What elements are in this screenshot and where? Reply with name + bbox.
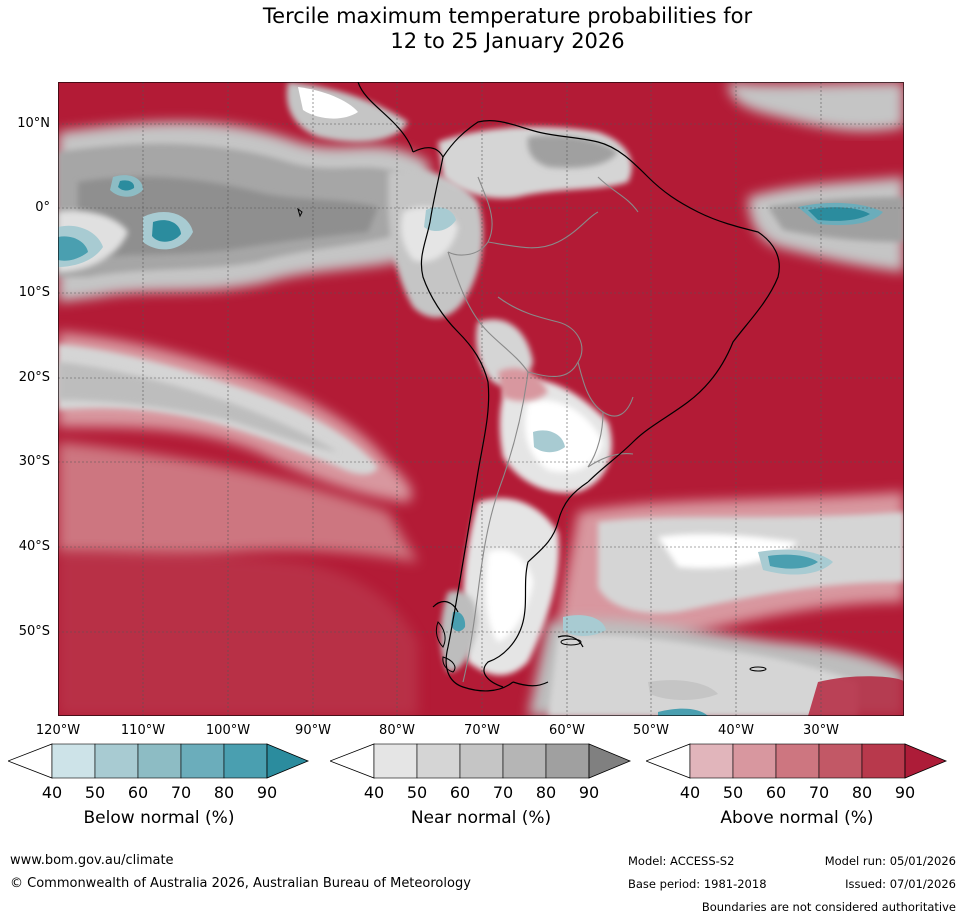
near-bar-seg-5 <box>545 743 590 779</box>
below-tick-40: 40 <box>41 783 63 802</box>
lon-label-50w: 50°W <box>633 723 669 738</box>
below-bar-min-arrow <box>8 743 53 779</box>
below-normal-title: Below normal (%) <box>83 808 235 828</box>
above-bar-seg-3 <box>775 743 820 779</box>
map-canvas <box>58 82 904 716</box>
near-tick-60: 60 <box>449 783 471 802</box>
below-tick-80: 80 <box>213 783 235 802</box>
below-tick-70: 70 <box>170 783 192 802</box>
lat-label-30s: 30°S <box>18 454 50 469</box>
pacific-near-normal-band <box>58 122 438 302</box>
above-tick-40: 40 <box>679 783 701 802</box>
near-tick-70: 70 <box>492 783 514 802</box>
south-atlantic-mixed <box>528 492 904 716</box>
country-borders <box>447 176 639 683</box>
below-bar-seg-5 <box>223 743 268 779</box>
near-tick-80: 80 <box>535 783 557 802</box>
above-bar-max-arrow <box>904 743 948 779</box>
below-bar-seg-3 <box>137 743 182 779</box>
above-tick-50: 50 <box>722 783 744 802</box>
graticule <box>58 82 904 716</box>
lat-label-10n: 10°N <box>17 116 50 131</box>
lon-label-90w: 90°W <box>295 723 331 738</box>
above-tick-70: 70 <box>808 783 830 802</box>
atlantic-near-normal-band <box>728 82 904 272</box>
copyright-text: © Commonwealth of Australia 2026, Austra… <box>10 876 471 891</box>
lat-label-40s: 40°S <box>18 539 50 554</box>
lon-label-120w: 120°W <box>35 723 81 738</box>
below-bar-seg-2 <box>94 743 139 779</box>
northern-south-america <box>286 82 632 199</box>
near-tick-50: 50 <box>406 783 428 802</box>
subtropical-near-normal-band <box>58 332 412 502</box>
title-line-2: 12 to 25 January 2026 <box>390 29 625 53</box>
above-tick-60: 60 <box>765 783 787 802</box>
near-tick-40: 40 <box>363 783 385 802</box>
lon-label-100w: 100°W <box>205 723 251 738</box>
base-period-text: Base period: 1981-2018 <box>628 877 767 891</box>
below-tick-90: 90 <box>256 783 278 802</box>
below-bar-seg-4 <box>180 743 225 779</box>
lat-label-50s: 50°S <box>18 624 50 639</box>
colorbar-above-normal <box>646 743 948 779</box>
south-america-interior <box>388 168 612 676</box>
lat-label-20s: 20°S <box>18 370 50 385</box>
above-tick-80: 80 <box>851 783 873 802</box>
lat-label-10s: 10°S <box>18 285 50 300</box>
model-run-text: Model run: 05/01/2026 <box>824 854 956 868</box>
colorbar-near-normal <box>330 743 632 779</box>
below-bar-max-arrow <box>266 743 310 779</box>
near-bar-max-arrow <box>588 743 632 779</box>
title-line-1: Tercile maximum temperature probabilitie… <box>262 4 753 28</box>
coastline <box>357 82 780 692</box>
near-bar-seg-1 <box>373 743 418 779</box>
near-bar-seg-4 <box>502 743 547 779</box>
colorbar-below-normal <box>8 743 310 779</box>
lon-label-110w: 110°W <box>120 723 166 738</box>
near-bar-seg-2 <box>416 743 461 779</box>
above-bar-seg-1 <box>689 743 734 779</box>
near-bar-min-arrow <box>330 743 375 779</box>
above-normal-title: Above normal (%) <box>720 808 874 828</box>
issued-text: Issued: 07/01/2026 <box>845 877 956 891</box>
southern-pacific-gradient <box>58 442 418 716</box>
near-bar-seg-3 <box>459 743 504 779</box>
near-tick-90: 90 <box>578 783 600 802</box>
map-title: Tercile maximum temperature probabilitie… <box>0 4 965 54</box>
above-tick-90: 90 <box>894 783 916 802</box>
website-link[interactable]: www.bom.gov.au/climate <box>10 853 174 868</box>
lon-label-80w: 80°W <box>379 723 415 738</box>
lon-label-70w: 70°W <box>464 723 500 738</box>
probability-map <box>58 82 904 716</box>
lon-label-30w: 30°W <box>803 723 839 738</box>
disclaimer-text: Boundaries are not considered authoritat… <box>701 900 956 914</box>
above-bar-seg-2 <box>732 743 777 779</box>
below-tick-50: 50 <box>84 783 106 802</box>
map-frame <box>58 82 904 716</box>
above-bar-seg-5 <box>861 743 906 779</box>
above-bar-seg-4 <box>818 743 863 779</box>
below-tick-60: 60 <box>127 783 149 802</box>
below-bar-seg-1 <box>51 743 96 779</box>
lat-label-0: 0° <box>35 200 50 215</box>
above-bar-min-arrow <box>646 743 691 779</box>
lon-label-40w: 40°W <box>718 723 754 738</box>
model-text: Model: ACCESS-S2 <box>628 854 735 868</box>
near-normal-title: Near normal (%) <box>410 808 552 828</box>
lon-label-60w: 60°W <box>549 723 585 738</box>
islands <box>297 207 767 673</box>
